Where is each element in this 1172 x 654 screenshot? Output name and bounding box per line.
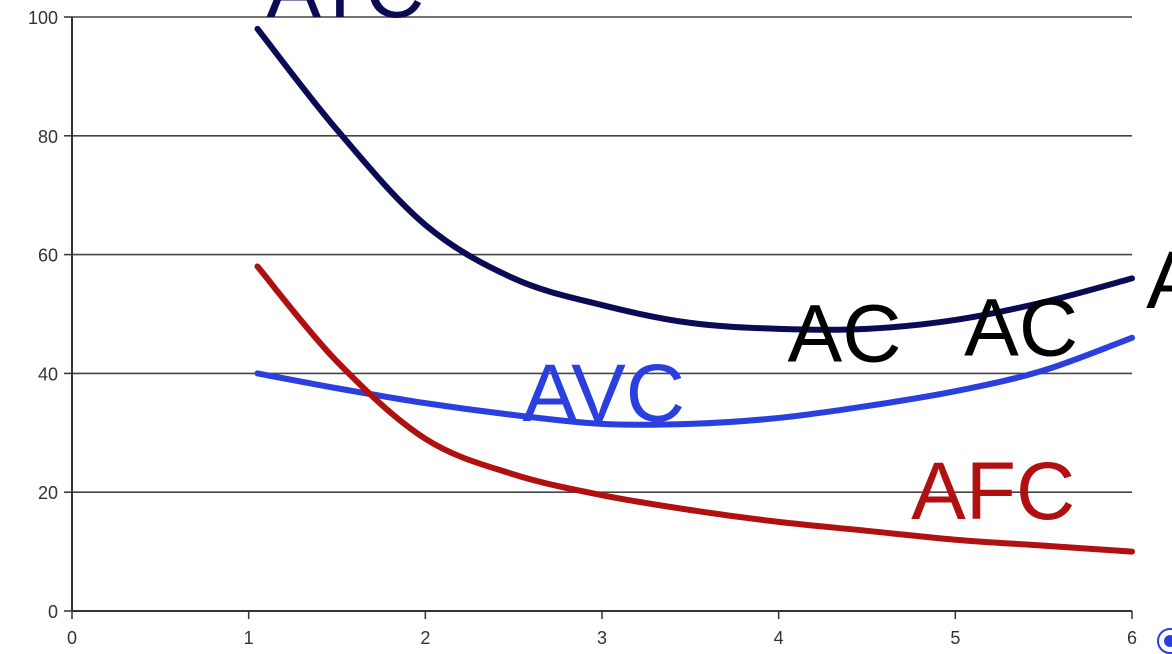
curve-label-atc: ATC <box>266 0 424 35</box>
y-tick-label: 20 <box>38 483 58 503</box>
x-tick-label: 6 <box>1127 628 1137 648</box>
curve-labels: ATC AC AC A AVC AFC <box>266 0 1172 537</box>
y-tick-label: 100 <box>28 8 58 28</box>
y-tick-label: 80 <box>38 127 58 147</box>
y-tick-label: 0 <box>48 602 58 622</box>
series-line-avc <box>254 334 1135 428</box>
logo <box>1157 628 1172 654</box>
y-tick-label: 60 <box>38 246 58 266</box>
logo-inner-icon <box>1164 635 1172 647</box>
series-line-afc <box>254 263 1135 555</box>
curve-label-a: A <box>1146 235 1172 326</box>
x-tick-label: 2 <box>420 628 430 648</box>
y-axis-ticks: 0 20 40 60 80 100 <box>28 8 72 622</box>
grid-lines <box>72 16 1132 494</box>
series-lines <box>254 25 1135 555</box>
curve-label-ac: AC <box>788 289 902 380</box>
x-axis-ticks: 0 1 2 3 4 5 6 <box>67 611 1137 648</box>
x-tick-label: 0 <box>67 628 77 648</box>
y-tick-label: 40 <box>38 364 58 384</box>
curve-label-ac: AC <box>964 283 1078 374</box>
x-tick-label: 5 <box>950 628 960 648</box>
x-tick-label: 1 <box>244 628 254 648</box>
x-tick-label: 4 <box>774 628 784 648</box>
curve-label-afc: AFC <box>911 446 1075 537</box>
x-tick-label: 3 <box>597 628 607 648</box>
series-line-atc <box>254 25 1135 333</box>
curve-label-avc: AVC <box>523 348 686 439</box>
